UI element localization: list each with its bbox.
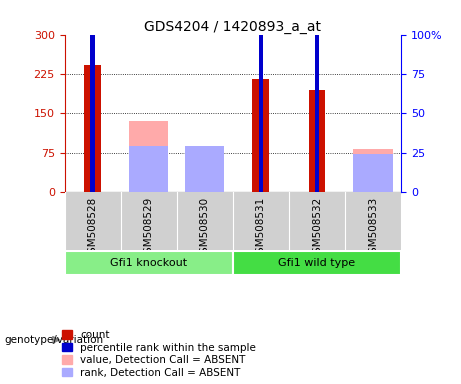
Legend: count, percentile rank within the sample, value, Detection Call = ABSENT, rank, : count, percentile rank within the sample…: [60, 329, 257, 379]
Bar: [90, 0, 95, 192]
Text: GSM508532: GSM508532: [312, 197, 322, 260]
Text: GSM508531: GSM508531: [256, 197, 266, 260]
Bar: [308, 90, 325, 192]
Text: GSM508530: GSM508530: [200, 197, 210, 260]
Text: Gfi1 wild type: Gfi1 wild type: [278, 258, 355, 268]
Bar: [259, 3, 263, 192]
Bar: [354, 149, 393, 192]
FancyBboxPatch shape: [233, 252, 401, 275]
Bar: [354, 154, 393, 192]
Title: GDS4204 / 1420893_a_at: GDS4204 / 1420893_a_at: [144, 20, 321, 33]
Text: Gfi1 knockout: Gfi1 knockout: [110, 258, 187, 268]
FancyBboxPatch shape: [65, 252, 233, 275]
Bar: [84, 65, 101, 192]
Bar: [185, 150, 225, 192]
Bar: [185, 146, 225, 192]
Text: GSM508529: GSM508529: [144, 197, 154, 260]
Bar: [129, 121, 168, 192]
Bar: [315, 6, 319, 192]
Bar: [253, 79, 269, 192]
Text: genotype/variation: genotype/variation: [5, 335, 104, 345]
Text: GSM508528: GSM508528: [88, 197, 98, 260]
Text: GSM508533: GSM508533: [368, 197, 378, 260]
Bar: [129, 146, 168, 192]
